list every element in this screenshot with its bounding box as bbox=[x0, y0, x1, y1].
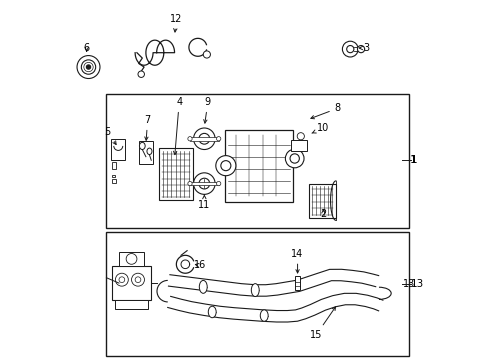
Ellipse shape bbox=[251, 284, 259, 297]
Ellipse shape bbox=[260, 310, 267, 321]
Bar bbox=[294, 276, 300, 290]
Circle shape bbox=[81, 60, 96, 74]
Circle shape bbox=[193, 173, 215, 194]
Circle shape bbox=[216, 136, 221, 141]
Circle shape bbox=[342, 41, 357, 57]
Circle shape bbox=[221, 161, 230, 171]
Text: 8: 8 bbox=[310, 103, 340, 119]
Circle shape bbox=[289, 154, 299, 163]
Ellipse shape bbox=[208, 306, 216, 318]
Circle shape bbox=[131, 273, 144, 286]
Bar bbox=[139, 140, 153, 164]
Circle shape bbox=[77, 55, 100, 78]
Text: 15: 15 bbox=[309, 307, 335, 340]
Ellipse shape bbox=[147, 148, 152, 154]
Text: 1: 1 bbox=[408, 155, 415, 165]
Text: 7: 7 bbox=[144, 115, 150, 140]
Circle shape bbox=[199, 134, 209, 144]
Bar bbox=[112, 175, 115, 177]
Circle shape bbox=[346, 45, 353, 53]
Bar bbox=[308, 184, 335, 218]
Circle shape bbox=[216, 181, 221, 186]
Circle shape bbox=[215, 156, 235, 176]
Circle shape bbox=[199, 178, 209, 189]
Text: 14: 14 bbox=[291, 248, 303, 273]
Bar bbox=[119, 252, 144, 266]
Bar bbox=[115, 300, 147, 309]
Text: 5: 5 bbox=[104, 127, 116, 144]
Circle shape bbox=[193, 128, 215, 149]
Circle shape bbox=[138, 71, 144, 77]
Bar bbox=[112, 162, 116, 169]
Text: 2: 2 bbox=[320, 209, 326, 219]
Bar bbox=[190, 137, 218, 140]
Ellipse shape bbox=[139, 142, 145, 149]
Bar bbox=[224, 130, 292, 202]
Bar bbox=[111, 139, 125, 160]
Circle shape bbox=[86, 65, 90, 69]
Text: 13: 13 bbox=[403, 279, 415, 289]
Text: 11: 11 bbox=[198, 194, 210, 210]
Circle shape bbox=[203, 51, 210, 58]
Bar bbox=[106, 94, 408, 228]
Text: 16: 16 bbox=[193, 260, 205, 270]
Bar bbox=[290, 140, 306, 151]
Bar bbox=[190, 182, 218, 185]
Circle shape bbox=[297, 133, 304, 140]
Circle shape bbox=[119, 277, 124, 283]
Text: 9: 9 bbox=[203, 97, 210, 123]
Bar bbox=[112, 179, 116, 183]
Circle shape bbox=[135, 277, 141, 283]
Circle shape bbox=[357, 45, 364, 53]
Bar bbox=[106, 232, 408, 356]
Ellipse shape bbox=[199, 280, 207, 293]
Text: 10: 10 bbox=[311, 123, 329, 133]
Text: 1: 1 bbox=[410, 155, 417, 165]
Bar bbox=[112, 266, 151, 300]
Text: 13: 13 bbox=[410, 279, 424, 289]
Circle shape bbox=[285, 149, 304, 168]
Text: 6: 6 bbox=[83, 44, 90, 53]
Circle shape bbox=[187, 181, 192, 186]
Circle shape bbox=[126, 253, 137, 264]
Circle shape bbox=[115, 273, 128, 286]
Text: 12: 12 bbox=[170, 14, 182, 32]
Text: 4: 4 bbox=[173, 97, 182, 155]
Circle shape bbox=[187, 136, 192, 141]
Text: 3: 3 bbox=[359, 43, 369, 53]
Bar bbox=[159, 148, 193, 200]
